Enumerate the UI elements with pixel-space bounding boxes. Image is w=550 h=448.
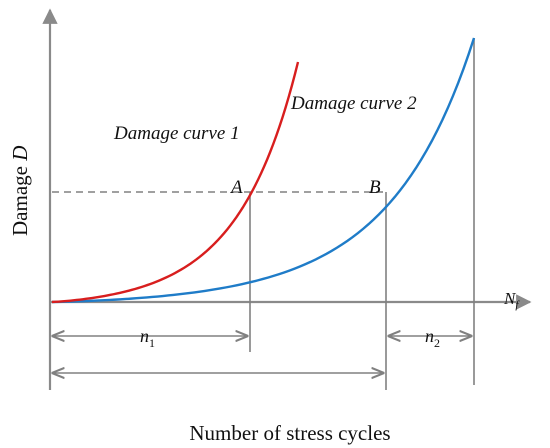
y-axis-label-symbol: D [8,146,32,162]
y-axis-label-main: Damage [8,166,32,236]
x-axis-end-label: Nf [503,289,520,311]
x-axis-end-main: N [503,289,517,308]
curve2-label: Damage curve 2 [290,93,417,114]
n2-sub: 2 [434,336,440,350]
x-axis-label: Number of stress cycles [189,421,390,445]
n1-sub: 1 [149,336,155,350]
point-a-label: A [229,177,243,198]
n1-main: n [140,326,149,346]
x-axis-end-subscript: f [515,299,520,311]
damage-curve-2 [51,37,476,304]
curve1-label: Damage curve 1 [113,123,240,144]
damage-curve-1 [51,61,300,304]
n1-label: n1 [140,326,155,350]
n2-main: n [425,326,434,346]
y-axis-label: Damage D [8,146,32,236]
n2-label: n2 [425,326,440,350]
point-b-label: B [369,177,381,198]
